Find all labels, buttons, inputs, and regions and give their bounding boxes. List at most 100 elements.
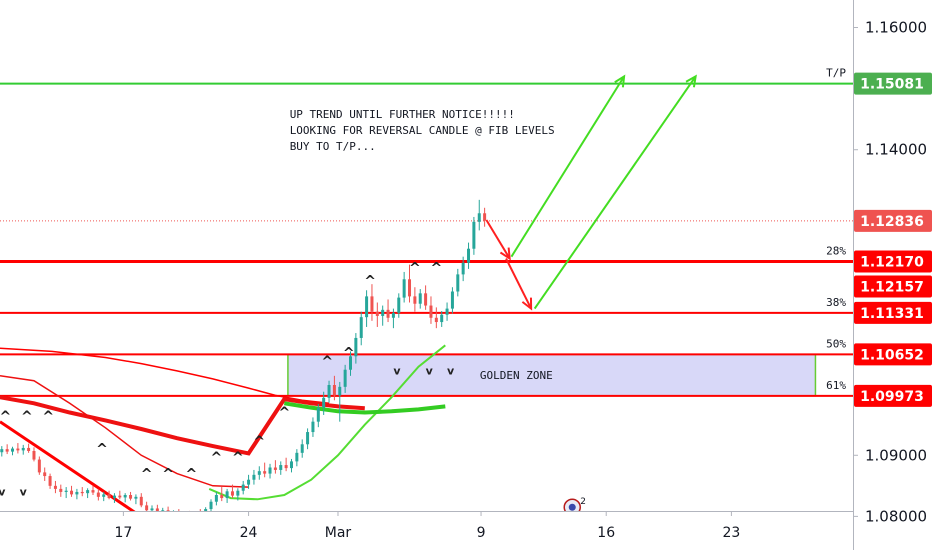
candle-body-78 <box>418 293 422 304</box>
annotation-line-1: UP TREND UNTIL FURTHER NOTICE!!!!! <box>290 108 515 121</box>
price-badge-bg-2 <box>854 250 932 273</box>
down-marker-6: v <box>393 365 401 378</box>
candle-body-52 <box>279 465 283 470</box>
candle-body-26 <box>139 496 143 506</box>
up-marker-8: ^ <box>232 450 244 466</box>
arrow-head-3 <box>685 74 697 88</box>
candle-body-9 <box>48 476 52 486</box>
arrows-group <box>485 74 697 311</box>
down-marker-0: v <box>0 486 6 499</box>
candle-body-69 <box>370 296 374 312</box>
y-tick-label-1: 1.14000 <box>865 141 927 159</box>
candle-body-46 <box>247 479 251 485</box>
candle-body-90 <box>483 213 487 221</box>
candle-body-44 <box>236 490 240 496</box>
candle-body-28 <box>150 508 154 511</box>
candle-body-47 <box>252 474 256 480</box>
candle-body-29 <box>155 508 159 513</box>
candle-body-73 <box>391 312 395 318</box>
candle-body-40 <box>214 495 218 502</box>
candle-body-83 <box>445 308 449 315</box>
candle-body-57 <box>306 432 310 445</box>
candle-body-1 <box>5 449 9 452</box>
candle-body-13 <box>70 490 74 495</box>
candle-body-64 <box>343 369 347 387</box>
y-tick-label-3: 1.08000 <box>865 507 927 525</box>
y-tick-label-2: 1.09000 <box>865 446 927 464</box>
candle-body-79 <box>424 293 428 306</box>
annotation-line-2: LOOKING FOR REVERSAL CANDLE @ FIB LEVELS <box>290 124 555 137</box>
time-axis-bg <box>0 512 853 550</box>
level-label-2: 38% <box>826 296 846 309</box>
level-label-0: T/P <box>826 67 846 80</box>
candle-body-16 <box>86 490 90 494</box>
candle-body-82 <box>440 314 444 323</box>
level-label-3: 50% <box>826 337 846 350</box>
price-badge-bg-1 <box>854 209 932 232</box>
candles-group <box>0 199 487 523</box>
candle-body-68 <box>365 296 369 318</box>
candle-body-4 <box>21 447 25 451</box>
arrow-line-1 <box>505 258 533 310</box>
x-tick-label-0: 17 <box>114 525 132 541</box>
candle-body-2 <box>11 448 15 452</box>
candle-body-41 <box>220 495 224 499</box>
up-marker-11: ^ <box>321 354 333 370</box>
candle-body-84 <box>450 291 454 309</box>
candle-body-65 <box>348 356 352 370</box>
candle-body-77 <box>413 296 417 304</box>
candle-body-19 <box>102 494 106 497</box>
candle-body-72 <box>386 309 390 318</box>
candle-body-50 <box>268 467 272 474</box>
price-badge-label-0: 1.15081 <box>860 77 924 93</box>
price-badge-bg-5 <box>854 343 932 366</box>
candle-body-81 <box>434 317 438 323</box>
event-icon-core-5 <box>568 503 576 511</box>
golden-zone-label: GOLDEN ZONE <box>480 369 553 382</box>
x-tick-label-1: 24 <box>240 525 258 541</box>
candle-body-58 <box>311 421 315 433</box>
candle-body-21 <box>112 495 116 499</box>
candle-body-74 <box>397 297 401 313</box>
up-marker-7: ^ <box>211 450 223 466</box>
x-tick-label-5: 23 <box>722 525 740 541</box>
up-marker-0: ^ <box>0 409 11 425</box>
x-tick-label-2: Mar <box>325 525 352 541</box>
candle-body-27 <box>145 505 149 511</box>
arrow-head-0 <box>499 247 511 261</box>
price-badge-bg-0 <box>854 72 932 95</box>
candle-body-45 <box>241 484 245 491</box>
candle-body-10 <box>53 485 57 489</box>
candle-body-11 <box>59 488 63 492</box>
time-axis-ticks: 17 24 Mar 9 16 23 <box>0 511 853 550</box>
candle-body-88 <box>472 221 476 249</box>
candle-body-62 <box>332 385 336 396</box>
candle-body-63 <box>338 386 342 396</box>
annotation-line-3: BUY TO T/P... <box>290 140 376 153</box>
x-tick-label-4: 16 <box>597 525 615 541</box>
candle-body-8 <box>43 472 47 477</box>
price-badge-bg-6 <box>854 384 932 407</box>
candle-body-85 <box>456 274 460 292</box>
candle-body-7 <box>37 459 41 473</box>
up-marker-2: ^ <box>42 409 54 425</box>
candle-body-71 <box>381 309 385 316</box>
up-marker-6: ^ <box>185 467 197 483</box>
indicator-lines-group <box>0 344 446 536</box>
candle-body-43 <box>230 491 234 496</box>
up-marker-5: ^ <box>162 467 174 483</box>
candle-body-24 <box>129 495 133 499</box>
candle-body-23 <box>123 495 127 498</box>
candle-body-3 <box>16 448 20 451</box>
green-ma-thick-line <box>283 401 446 415</box>
candle-body-87 <box>467 248 471 263</box>
candle-body-22 <box>118 495 122 498</box>
golden-zone-rect <box>287 353 817 397</box>
golden-zone-group <box>287 353 817 397</box>
red-ma-thin-line <box>0 375 249 488</box>
candle-body-89 <box>477 213 481 222</box>
candle-body-53 <box>284 465 288 469</box>
candle-body-14 <box>75 491 79 495</box>
